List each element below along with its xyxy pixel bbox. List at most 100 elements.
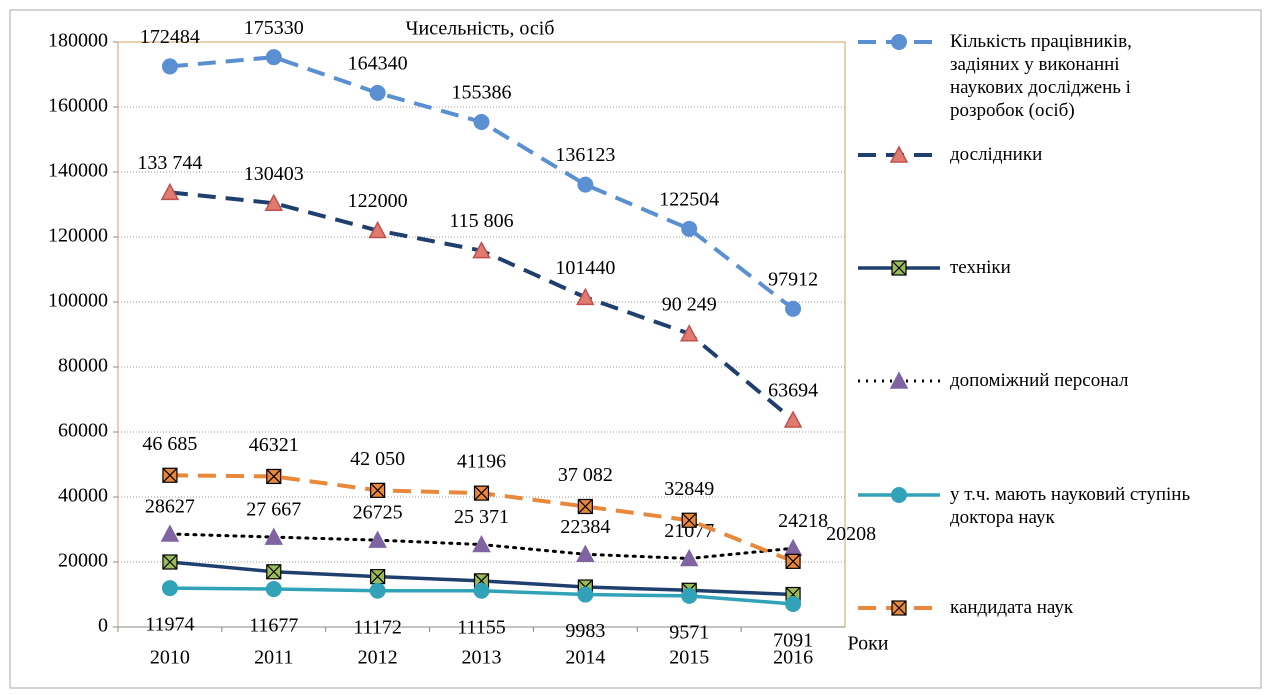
- y-tick-label: 0: [98, 615, 108, 637]
- marker-cross: [577, 499, 593, 514]
- point-marker: [160, 524, 180, 542]
- point-marker: [160, 182, 180, 201]
- data-label: 133 744: [137, 152, 202, 174]
- y-tick-label: 140000: [48, 160, 108, 182]
- point-marker: [472, 534, 491, 553]
- data-label: 22384: [560, 516, 610, 538]
- point-marker: [369, 582, 386, 599]
- data-label: 7091: [773, 630, 813, 652]
- point-marker: [679, 548, 699, 567]
- legend-marker: [889, 371, 909, 389]
- data-label: 172484: [140, 26, 200, 48]
- point-marker: [264, 527, 284, 545]
- data-label: 136123: [555, 144, 615, 166]
- data-label: 130403: [244, 163, 304, 185]
- marker-cross: [162, 467, 178, 483]
- point-marker: [473, 582, 490, 599]
- data-label: 164340: [348, 52, 408, 74]
- y-tick-label: 60000: [58, 420, 108, 442]
- point-marker: [681, 512, 697, 528]
- data-label: 11974: [145, 614, 194, 636]
- point-marker: [681, 587, 698, 604]
- x-tick-label: 2011: [254, 647, 293, 669]
- data-label: 175330: [244, 17, 304, 39]
- y-axis-label: Чисельність, осіб: [406, 18, 555, 40]
- y-tick-label: 20000: [58, 550, 108, 572]
- x-axis-label: Роки: [847, 633, 888, 655]
- marker-cross: [370, 569, 386, 585]
- x-tick-label: 2010: [150, 647, 190, 669]
- y-tick-label: 160000: [48, 95, 108, 117]
- y-tick-label: 180000: [48, 30, 108, 52]
- marker-cross: [681, 512, 697, 528]
- data-label: 122504: [659, 188, 719, 210]
- legend-label: техніки: [950, 257, 1011, 278]
- point-marker: [370, 482, 386, 498]
- x-tick-label: 2015: [669, 647, 709, 669]
- marker-cross: [266, 564, 282, 580]
- marker-cross: [370, 482, 386, 498]
- y-tick-label: 40000: [58, 485, 108, 507]
- point-marker: [161, 58, 178, 75]
- data-label: 63694: [768, 380, 818, 402]
- data-label: 26725: [353, 502, 403, 524]
- data-label: 155386: [452, 82, 512, 104]
- data-label: 97912: [768, 268, 818, 290]
- data-label: 101440: [555, 257, 615, 279]
- data-label: 41196: [457, 451, 506, 473]
- point-marker: [576, 544, 595, 563]
- marker-cross: [891, 600, 907, 616]
- data-label: 46321: [249, 434, 299, 456]
- point-marker: [473, 485, 490, 501]
- data-label: 28627: [145, 496, 195, 518]
- legend-marker: [891, 487, 907, 503]
- point-marker: [266, 564, 282, 580]
- marker-cross: [891, 260, 907, 276]
- data-label: 11677: [249, 615, 298, 637]
- x-tick-label: 2012: [358, 647, 398, 669]
- point-marker: [162, 467, 178, 483]
- point-marker: [681, 220, 698, 237]
- legend-marker: [889, 145, 909, 163]
- point-marker: [368, 530, 387, 548]
- point-marker: [265, 581, 282, 598]
- point-marker: [264, 193, 284, 211]
- data-label: 37 082: [558, 464, 613, 486]
- marker-cross: [266, 469, 282, 484]
- legend-marker: [891, 600, 907, 616]
- x-tick-label: 2016: [773, 647, 813, 669]
- chart-border: [9, 9, 1262, 689]
- point-marker: [161, 580, 178, 597]
- point-marker: [577, 176, 594, 193]
- point-marker: [576, 287, 595, 306]
- data-label: 27 667: [246, 499, 301, 521]
- data-label: 90 249: [662, 293, 717, 315]
- data-label: 122000: [348, 190, 408, 212]
- data-label: 115 806: [449, 210, 513, 232]
- point-marker: [369, 84, 386, 101]
- point-marker: [785, 300, 802, 317]
- x-tick-label: 2014: [565, 647, 605, 669]
- point-marker: [577, 498, 593, 515]
- y-tick-label: 100000: [48, 290, 108, 312]
- x-tick-label: 2013: [462, 647, 502, 669]
- data-label: 20208: [826, 523, 876, 545]
- point-marker: [783, 410, 803, 428]
- point-marker: [265, 49, 282, 66]
- point-marker: [785, 553, 801, 569]
- data-label: 11172: [353, 616, 402, 638]
- marker-cross: [474, 485, 489, 501]
- data-label: 25 371: [454, 506, 509, 528]
- data-label: 42 050: [350, 448, 405, 470]
- data-label: 11155: [457, 616, 506, 638]
- data-label: 24218: [778, 510, 828, 532]
- point-marker: [472, 241, 491, 259]
- y-tick-label: 80000: [58, 355, 108, 377]
- point-marker: [785, 595, 802, 612]
- data-label: 9571: [669, 621, 709, 643]
- point-marker: [577, 586, 594, 603]
- marker-cross: [785, 553, 801, 569]
- point-marker: [266, 468, 282, 485]
